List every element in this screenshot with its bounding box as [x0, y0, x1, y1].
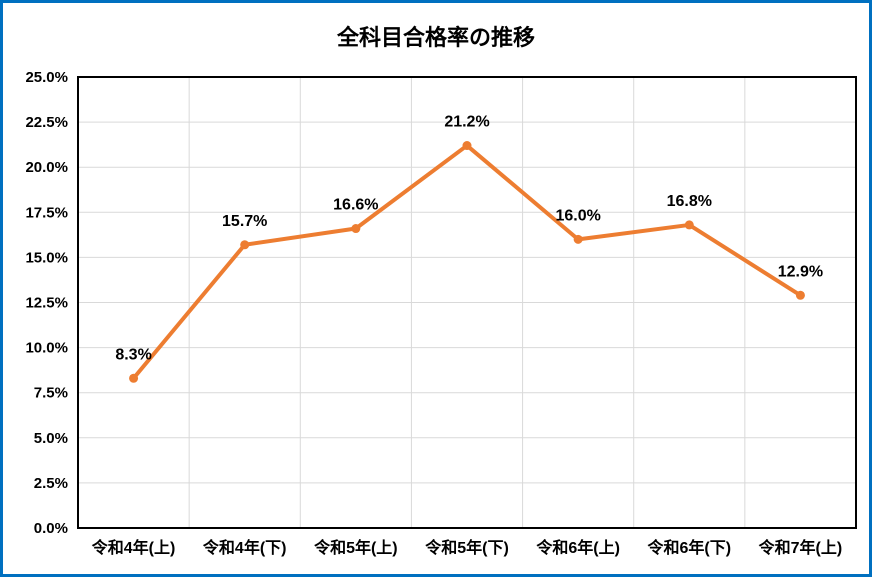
data-point [462, 141, 472, 151]
y-axis-tick-label: 12.5% [25, 295, 68, 312]
data-point [129, 373, 139, 383]
x-axis-tick-label: 令和7年(上) [758, 538, 843, 557]
y-axis-tick-label: 25.0% [25, 69, 68, 86]
data-label: 16.6% [333, 197, 378, 214]
y-axis-tick-label: 20.0% [25, 159, 68, 176]
x-axis-tick-label: 令和4年(上) [91, 538, 176, 557]
data-label: 12.9% [778, 263, 823, 280]
y-axis-tick-label: 22.5% [25, 114, 68, 131]
x-axis-tick-label: 令和6年(下) [647, 538, 732, 557]
x-axis-tick-label: 令和5年(上) [313, 538, 398, 557]
data-label: 16.8% [667, 193, 712, 210]
data-point [240, 240, 250, 250]
data-label: 21.2% [444, 114, 489, 131]
y-axis-tick-label: 2.5% [34, 475, 68, 492]
y-axis-tick-label: 15.0% [25, 249, 68, 266]
y-axis-tick-label: 0.0% [34, 520, 68, 537]
y-axis-tick-label: 10.0% [25, 340, 68, 357]
data-label: 15.7% [222, 213, 267, 230]
y-axis-tick-label: 17.5% [25, 204, 68, 221]
x-axis-tick-label: 令和6年(上) [535, 538, 620, 557]
y-axis-tick-label: 7.5% [34, 385, 68, 402]
chart-title: 全科目合格率の推移 [336, 25, 535, 50]
data-point [573, 234, 583, 244]
y-axis-tick-label: 5.0% [34, 430, 68, 447]
x-axis-tick-label: 令和5年(下) [424, 538, 509, 557]
x-axis-tick-label: 令和4年(下) [202, 538, 287, 557]
data-label: 8.3% [115, 346, 151, 363]
pass-rate-line [131, 143, 803, 381]
data-point [351, 224, 361, 234]
data-point [795, 290, 805, 300]
plot-border [77, 76, 857, 529]
data-point [684, 220, 694, 230]
data-label: 16.0% [555, 207, 600, 224]
